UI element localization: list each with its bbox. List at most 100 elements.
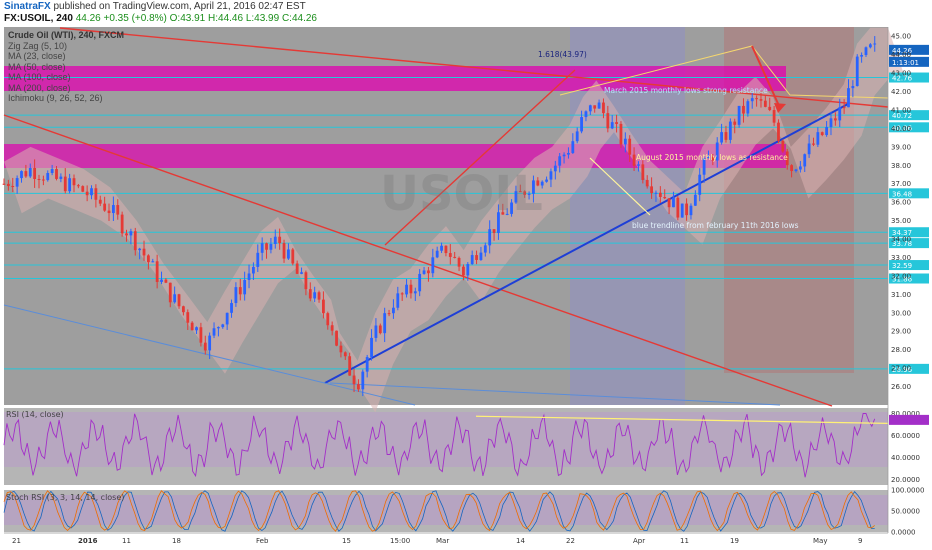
candle-body xyxy=(116,205,120,215)
candle-body xyxy=(466,264,470,276)
indicator-label-4[interactable]: MA (100, close) xyxy=(8,72,71,82)
candle-body xyxy=(462,266,465,276)
candle-body xyxy=(820,132,824,136)
candle-body xyxy=(221,324,225,328)
candle-body xyxy=(317,292,321,300)
candle-body xyxy=(155,261,159,282)
candle-body xyxy=(676,197,680,218)
candle-body xyxy=(103,203,107,211)
candle-body xyxy=(199,327,203,343)
candle-body xyxy=(851,86,855,89)
candle-body xyxy=(343,352,347,357)
candle-body xyxy=(33,168,37,179)
price-tag-bg-10 xyxy=(889,363,929,374)
x-tick-label-4: Feb xyxy=(256,537,269,545)
x-tick-label-7: Mar xyxy=(436,537,449,545)
candle-body xyxy=(672,197,675,208)
y-tick-label-8: 37.00 xyxy=(891,180,911,188)
candle-body xyxy=(230,303,233,313)
blue-base-line xyxy=(329,382,781,406)
candle-body xyxy=(392,307,395,314)
candle-body xyxy=(348,356,352,376)
candle-body xyxy=(562,154,566,157)
y-tick-label-10: 35.00 xyxy=(891,217,911,225)
candle-body xyxy=(195,327,198,331)
y-tick-label-13: 32.00 xyxy=(891,272,911,280)
candle-body xyxy=(610,122,614,129)
indicator-label-6[interactable]: Ichimoku (9, 26, 52, 26) xyxy=(8,93,103,103)
candle-body xyxy=(715,142,719,161)
x-tick-label-9: 22 xyxy=(566,537,575,545)
candle-body xyxy=(501,212,505,215)
candle-body xyxy=(208,335,212,351)
y-tick-label-0: 45.00 xyxy=(891,33,911,41)
stoch-rsi-label: Stoch RSI (3, 3, 14, 14, close) xyxy=(6,493,124,502)
y-tick-label-11: 34.00 xyxy=(891,236,911,244)
indicator-label-5[interactable]: MA (200, close) xyxy=(8,82,71,93)
candle-body xyxy=(790,165,794,172)
indicator-label-3[interactable]: MA (50, close) xyxy=(8,61,66,72)
price-tag-6: 34.37 xyxy=(892,229,912,237)
y-tick-label-19: 26.00 xyxy=(891,383,911,391)
candle-body xyxy=(90,188,93,196)
candle-body xyxy=(637,164,640,166)
resistance-zone-august-2015 xyxy=(4,144,786,168)
rsi-tick-3: 20.0000 xyxy=(891,476,920,484)
candle-body xyxy=(326,313,330,326)
candle-body xyxy=(750,98,754,102)
y-tick-label-3: 42.00 xyxy=(891,88,911,96)
candle-body xyxy=(864,47,868,56)
x-tick-label-3: 18 xyxy=(172,537,181,545)
price-change: 44.26 +0.35 (+0.8%) xyxy=(75,13,167,24)
candle-body xyxy=(330,325,334,331)
rsi-line xyxy=(3,413,876,478)
candle-body xyxy=(15,178,19,187)
candle-body xyxy=(868,44,872,48)
symbol-line: FX:USOIL, 240 44.26 +0.35 (+0.8%) O:43.9… xyxy=(4,13,317,24)
candle-body xyxy=(615,122,618,124)
candle-body xyxy=(304,272,308,290)
rsi-last-tag xyxy=(889,414,929,425)
candle-body xyxy=(606,113,610,129)
candle-body xyxy=(842,107,846,109)
candle-body xyxy=(160,279,163,282)
price-tag-5: 36.48 xyxy=(892,190,912,198)
y-tick-label-6: 39.00 xyxy=(891,143,911,151)
indicator-label-0[interactable]: Crude Oil (WTI), 240, FXCM xyxy=(8,30,125,40)
annotation-august-2015: August 2015 monthly lows as resistance xyxy=(636,153,788,162)
publish-line: SinatraFX published on TradingView.com, … xyxy=(4,1,306,12)
candle-body xyxy=(724,132,728,140)
price-tag-2: 42.76 xyxy=(892,75,913,83)
y-tick-label-15: 30.00 xyxy=(891,309,911,317)
candle-body xyxy=(645,179,649,187)
candle-body xyxy=(575,131,579,142)
price-tag-8: 32.59 xyxy=(892,262,912,270)
candle-body xyxy=(168,282,172,303)
author-link[interactable]: SinatraFX xyxy=(4,1,51,12)
candle-body xyxy=(409,284,413,294)
candle-body xyxy=(510,202,513,214)
candle-body xyxy=(663,197,667,199)
candle-body xyxy=(107,210,111,214)
symbol-label[interactable]: FX:USOIL, 240 xyxy=(4,13,73,24)
indicator-label-2[interactable]: MA (23, close) xyxy=(8,51,66,61)
candle-body xyxy=(400,293,404,295)
candle-body xyxy=(680,203,684,218)
candle-body xyxy=(98,199,102,204)
candle-body xyxy=(85,191,89,196)
candle-body xyxy=(269,243,273,250)
candle-body xyxy=(772,110,776,123)
candle-body xyxy=(873,43,877,45)
candle-body xyxy=(422,270,426,274)
candle-body xyxy=(737,105,741,125)
candle-body xyxy=(545,179,548,182)
indicator-label-1[interactable]: Zig Zag (5, 10) xyxy=(8,40,68,51)
candle-body xyxy=(457,257,461,267)
candle-body xyxy=(798,166,802,170)
x-tick-label-10: Apr xyxy=(633,537,645,545)
price-tag-10: 26.96 xyxy=(892,366,913,374)
candle-body xyxy=(658,192,662,198)
price-tag-bg-1 xyxy=(889,56,929,67)
candle-body xyxy=(287,249,290,259)
